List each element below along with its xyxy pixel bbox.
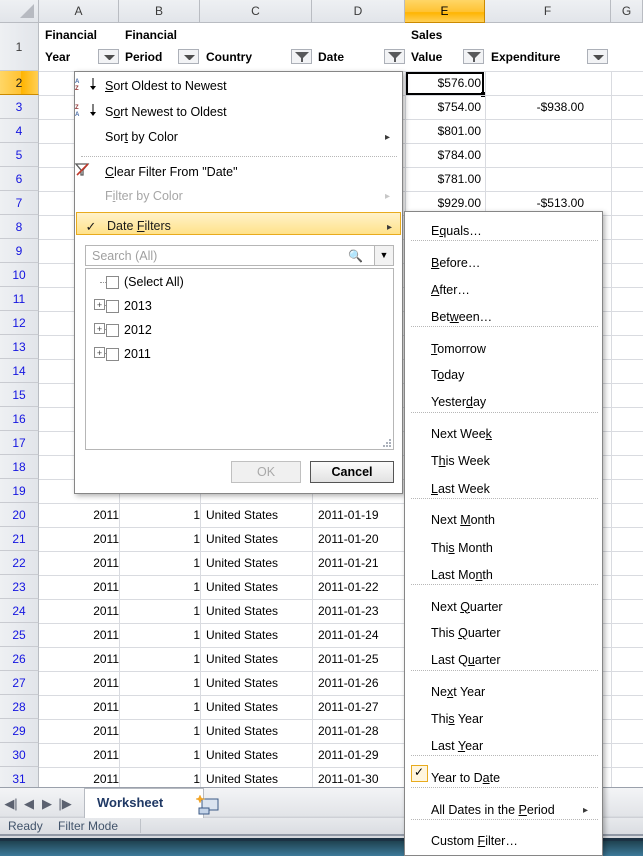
svg-text:A: A [75,112,80,117]
svg-text:A: A [75,79,80,85]
svg-text:Z: Z [75,105,79,111]
svg-text:Z: Z [75,86,79,91]
